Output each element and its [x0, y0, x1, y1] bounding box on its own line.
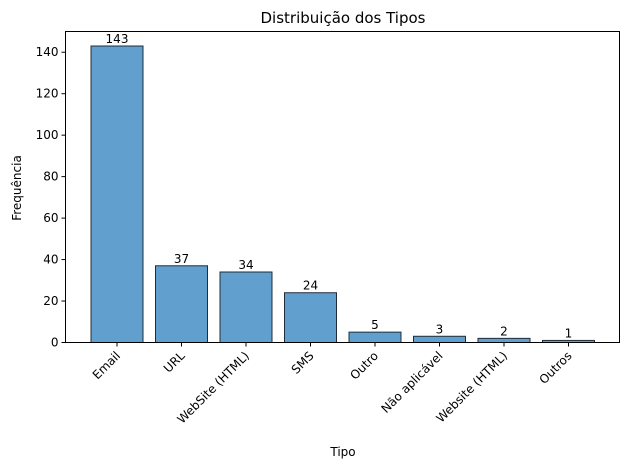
- x-tick-label-website-html: Website (HTML): [433, 349, 510, 426]
- y-tick-label-120: 120: [36, 87, 59, 101]
- x-tick-label-website-html: WebSite (HTML): [174, 349, 252, 427]
- data-label-sms: 24: [303, 279, 318, 293]
- y-tick-label-80: 80: [43, 170, 58, 184]
- bars-layer: [90, 45, 595, 343]
- data-label-url: 37: [174, 252, 189, 266]
- x-tick-label-url: URL: [161, 349, 188, 376]
- y-tick-label-100: 100: [36, 128, 59, 142]
- bar-sms: [284, 292, 337, 343]
- bar-website-html: [477, 337, 531, 343]
- data-label-outro: 5: [371, 318, 379, 332]
- bar-url: [155, 265, 208, 343]
- x-tick-label-email: Email: [90, 349, 123, 382]
- x-tick-label-nao-aplicavel: Não aplicável: [379, 349, 446, 416]
- chart-title: Distribuição dos Tipos: [261, 9, 426, 27]
- y-axis: 0 20 40 60 80 100 120 140: [36, 45, 66, 350]
- y-tick-label-20: 20: [43, 294, 58, 308]
- data-label-website-html: 2: [500, 324, 508, 338]
- bar-email: [90, 45, 144, 343]
- x-tick-label-outros: Outros: [536, 349, 574, 387]
- data-labels-layer: 143 37 34 24 5 3 2 1: [106, 32, 573, 340]
- y-tick-label-40: 40: [43, 253, 58, 267]
- y-tick-label-140: 140: [36, 45, 59, 59]
- x-axis-label: Tipo: [329, 445, 355, 459]
- bar-nao-aplicavel: [413, 335, 466, 343]
- y-tick-label-0: 0: [51, 336, 59, 350]
- plot-frame: [65, 31, 620, 343]
- data-label-website-html: 34: [238, 258, 253, 272]
- data-label-outros: 1: [565, 326, 573, 340]
- y-tick-label-60: 60: [43, 211, 58, 225]
- bar-outro: [348, 331, 402, 343]
- data-label-nao-aplicavel: 3: [436, 322, 444, 336]
- bar-website-html: [219, 271, 273, 343]
- x-tick-label-sms: SMS: [289, 349, 317, 377]
- y-axis-label: Frequência: [10, 155, 24, 221]
- data-label-email: 143: [106, 32, 129, 46]
- x-tick-label-outro: Outro: [347, 349, 381, 383]
